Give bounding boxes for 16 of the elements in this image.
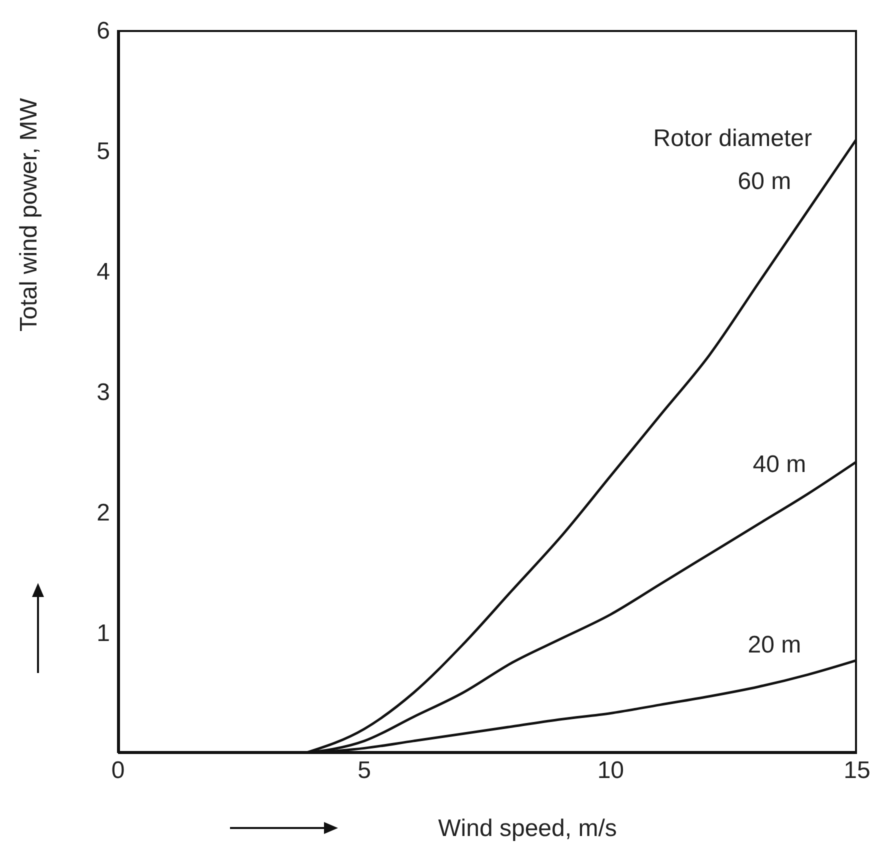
x-tick-label: 0 xyxy=(111,757,125,784)
x-tick-label: 10 xyxy=(597,757,624,784)
y-tick-label: 5 xyxy=(96,138,110,166)
series-label: 40 m xyxy=(752,450,806,478)
y-axis-title: Total wind power, MW xyxy=(16,98,43,332)
y-tick-label: 4 xyxy=(96,258,110,286)
x-axis-title: Wind speed, m/s xyxy=(438,815,617,842)
y-tick-label: 2 xyxy=(96,500,110,527)
x-tick-label: 15 xyxy=(844,757,870,784)
series-label: 60 m xyxy=(738,168,792,195)
legend-title: Rotor diameter xyxy=(653,125,812,153)
x-tick-label: 5 xyxy=(358,757,372,784)
series-label: 20 m xyxy=(748,632,802,659)
y-tick-label: 1 xyxy=(96,620,110,648)
y-tick-label: 6 xyxy=(96,18,110,45)
y-tick-label: 3 xyxy=(96,379,110,406)
